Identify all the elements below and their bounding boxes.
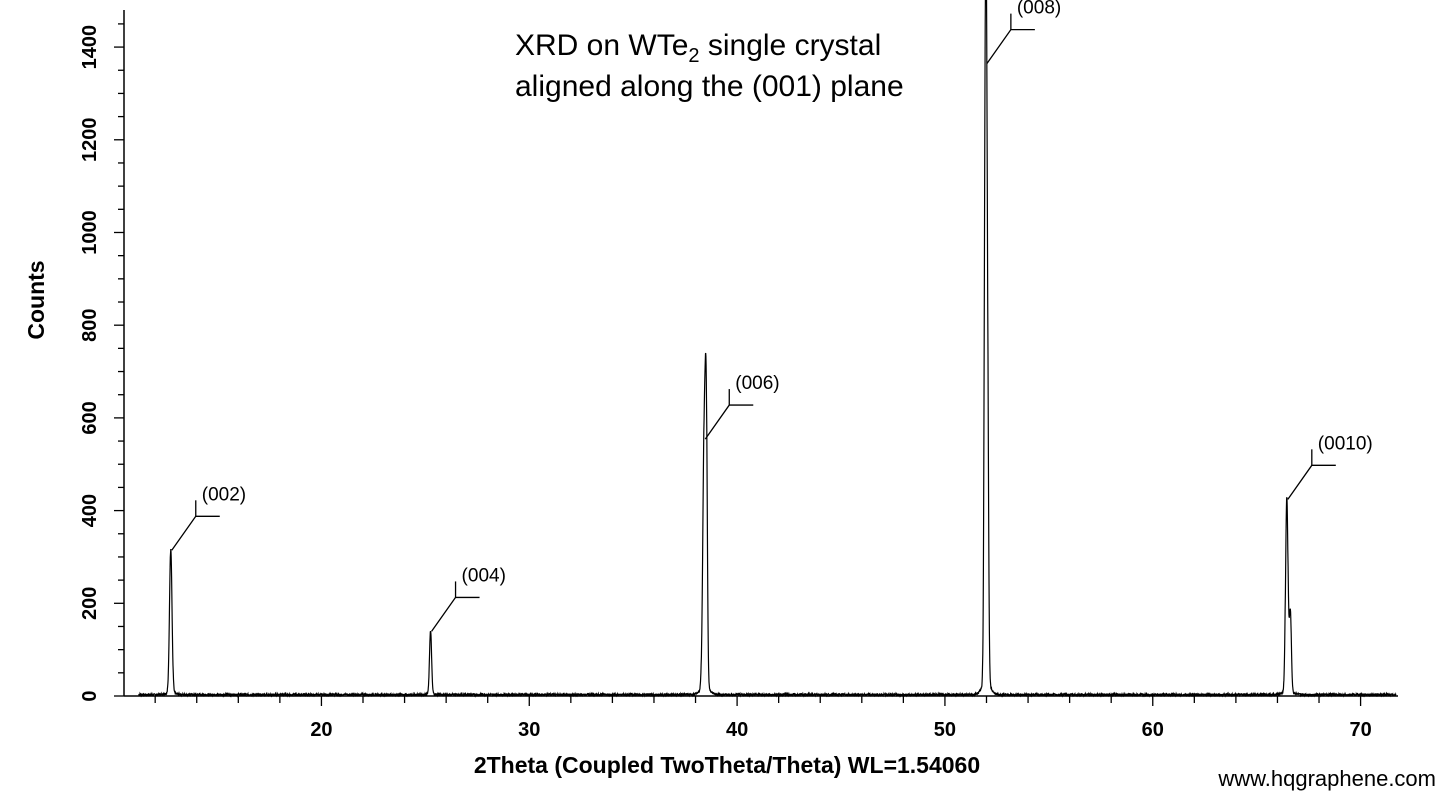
peak-leader-line [704,404,754,440]
y-tick-label: 400 [79,494,101,527]
annotation-line-2: aligned along the (001) plane [515,70,904,103]
peak-leader-line [986,28,1035,64]
y-tick-label: 600 [79,401,101,434]
peak-leader-line [431,596,480,632]
annotation-line-1: XRD on WTe2 single crystal [515,29,881,67]
xrd-trace [138,0,1397,698]
peak-annotation: (006) [704,373,780,440]
peak-leader-line [1287,464,1336,500]
data-trace-group [138,0,1397,698]
y-tick-label: 0 [79,690,101,701]
peak-label: (0010) [1318,433,1373,454]
y-tick-label: 1400 [79,25,101,70]
x-tick-label: 40 [726,719,748,741]
x-tick-label: 50 [934,719,956,741]
y-tick-label: 1200 [79,118,101,163]
peak-annotation: (008) [986,0,1061,64]
y-axis-title: Counts [23,260,49,339]
peak-labels: (002) (004) (006) (008) (0010) [171,0,1373,632]
peak-annotation: (004) [431,565,506,632]
peak-label: (006) [735,373,779,394]
x-tick-label: 30 [518,719,540,741]
chart-ticks: 20 30 40 50 60 70 0 200 400 600 800 1000 1200 1400 [79,23,1372,741]
x-axis-title: 2Theta (Coupled TwoTheta/Theta) WL=1.540… [474,752,980,778]
peak-leader-line [171,515,220,551]
y-tick-label: 1000 [79,210,101,255]
x-tick-label: 20 [310,719,332,741]
y-tick-label: 200 [79,587,101,620]
peak-annotation: (0010) [1287,433,1373,500]
x-tick-label: 60 [1142,719,1164,741]
peak-label: (008) [1017,0,1061,19]
y-tick-label: 800 [79,309,101,342]
peak-annotation: (002) [171,484,246,551]
chart-axes [123,10,1398,697]
watermark-url: www.hqgraphene.com [1217,766,1436,791]
peak-label: (004) [462,565,506,586]
peak-label: (002) [202,484,246,505]
x-tick-label: 70 [1349,719,1371,741]
